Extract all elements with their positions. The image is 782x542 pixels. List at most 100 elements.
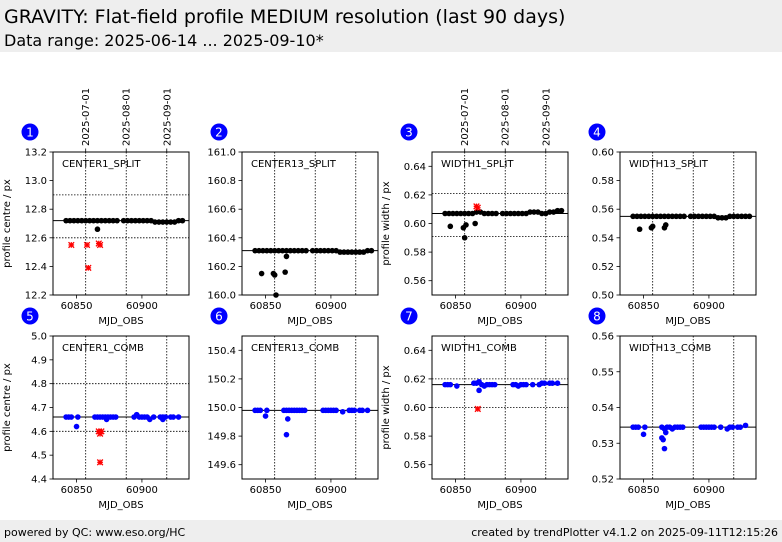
- data-point: [531, 209, 537, 215]
- data-point: [642, 213, 648, 220]
- x-tick-label: 60900: [315, 301, 347, 312]
- outlier-marker: [85, 264, 92, 272]
- x-axis-label: MJD_OBS: [477, 316, 522, 327]
- data-point: [649, 213, 656, 220]
- panel-number: 7: [405, 310, 413, 324]
- data-point: [283, 247, 290, 254]
- x-tick-label: 60850: [440, 485, 472, 496]
- panel-number-badge: [588, 123, 606, 141]
- chart-panel-2: 160.0 160.2 160.4 160.6 160.8 161.0 60850 60900…: [207, 123, 379, 327]
- data-point: [256, 247, 262, 254]
- data-point: [519, 210, 526, 217]
- data-point: [132, 217, 139, 224]
- outlier-marker: [96, 459, 104, 466]
- x-axis-label: MJD_OBS: [477, 500, 522, 511]
- data-point: [283, 253, 290, 260]
- y-tick-label: 0.50: [592, 291, 614, 302]
- data-point: [742, 422, 749, 429]
- data-point: [717, 424, 724, 430]
- y-tick-label: 0.58: [404, 432, 426, 443]
- x-tick-label: 60850: [440, 301, 472, 312]
- data-point: [681, 213, 687, 220]
- y-tick-label: 160.4: [207, 233, 236, 244]
- data-point: [546, 209, 553, 215]
- data-point: [267, 247, 274, 254]
- date-tick-label: 2025-09-01: [162, 88, 173, 146]
- data-point: [163, 219, 170, 225]
- data-point: [120, 217, 127, 224]
- y-tick-label: 12.6: [25, 233, 47, 244]
- y-tick-label: 12.4: [25, 262, 47, 273]
- y-tick-label: 0.60: [592, 148, 614, 159]
- y-tick-label: 4.7: [31, 403, 47, 414]
- data-point: [114, 217, 120, 224]
- data-point: [463, 222, 469, 228]
- x-tick-label: 60900: [505, 301, 537, 312]
- y-tick-label: 4.6: [31, 427, 47, 438]
- data-point: [695, 213, 702, 220]
- data-point: [303, 247, 309, 254]
- x-axis-label: MJD_OBS: [98, 500, 143, 511]
- trend-plots: 12.2 12.4 12.6 12.8 13.0 13.2 60850 60900 2025-0…: [2, 88, 757, 511]
- data-point: [333, 407, 339, 414]
- data-point: [102, 217, 109, 224]
- data-point: [321, 247, 328, 254]
- x-tick-label: 60850: [628, 301, 660, 312]
- panel-number-badge: [400, 307, 418, 325]
- data-point: [128, 217, 135, 224]
- data-point: [554, 380, 561, 386]
- y-tick-label: 5.0: [31, 332, 47, 343]
- data-point: [313, 247, 320, 254]
- data-point: [511, 210, 518, 217]
- data-point: [711, 424, 717, 430]
- panel-title: WIDTH1_SPLIT: [441, 159, 514, 170]
- data-point: [252, 247, 258, 254]
- data-point: [742, 213, 749, 220]
- y-tick-label: 0.60: [404, 219, 426, 230]
- data-point: [539, 210, 545, 217]
- page-title: GRAVITY: Flat-field profile MEDIUM resol…: [4, 6, 566, 28]
- data-point: [339, 408, 346, 415]
- data-point: [558, 207, 565, 214]
- data-point: [454, 210, 460, 217]
- date-tick-label: 2025-09-01: [541, 88, 552, 146]
- data-point: [356, 249, 363, 255]
- data-point: [649, 223, 656, 230]
- x-tick-label: 60850: [61, 485, 93, 496]
- panel-number: 4: [593, 126, 601, 140]
- data-point: [476, 387, 482, 394]
- y-tick-label: 160.8: [207, 176, 236, 187]
- data-point: [472, 220, 478, 227]
- data-point: [446, 210, 452, 217]
- chart-panel-3: 0.56 0.58 0.60 0.62 0.64 60850 60900 2025-07-01…: [381, 88, 569, 327]
- plot-frame: [241, 335, 379, 480]
- y-tick-label: 0.56: [592, 205, 614, 216]
- x-axis-label: MJD_OBS: [665, 316, 710, 327]
- data-point: [635, 424, 642, 430]
- data-point: [529, 381, 536, 388]
- data-point: [167, 219, 174, 225]
- y-tick-label: 0.60: [404, 403, 426, 414]
- data-point: [124, 217, 131, 224]
- panel-number: 5: [26, 310, 34, 324]
- y-tick-label: 150.2: [207, 374, 236, 385]
- data-point: [90, 217, 97, 224]
- plot-frame: [619, 335, 757, 480]
- outlier-marker: [68, 241, 75, 249]
- panel-title: CENTER1_SPLIT: [62, 159, 141, 170]
- data-point: [63, 217, 69, 224]
- panel-number-badge: [21, 123, 39, 141]
- chart-panel-6: 149.6 149.8 150.0 150.2 150.4 60850 60900 CENTE…: [207, 307, 379, 511]
- data-point: [661, 445, 668, 452]
- plot-frame: [431, 335, 569, 480]
- page-footer: powered by QC: www.eso.org/HC created by…: [0, 520, 782, 542]
- data-point: [271, 272, 278, 278]
- x-tick-label: 60900: [693, 485, 725, 496]
- x-axis-label: MJD_OBS: [98, 316, 143, 327]
- data-point: [351, 407, 358, 414]
- y-tick-label: 0.56: [592, 332, 614, 343]
- y-axis-label: profile centre / px: [2, 363, 13, 452]
- x-tick-label: 60900: [315, 485, 347, 496]
- data-point: [707, 213, 714, 220]
- y-tick-label: 0.62: [404, 374, 426, 385]
